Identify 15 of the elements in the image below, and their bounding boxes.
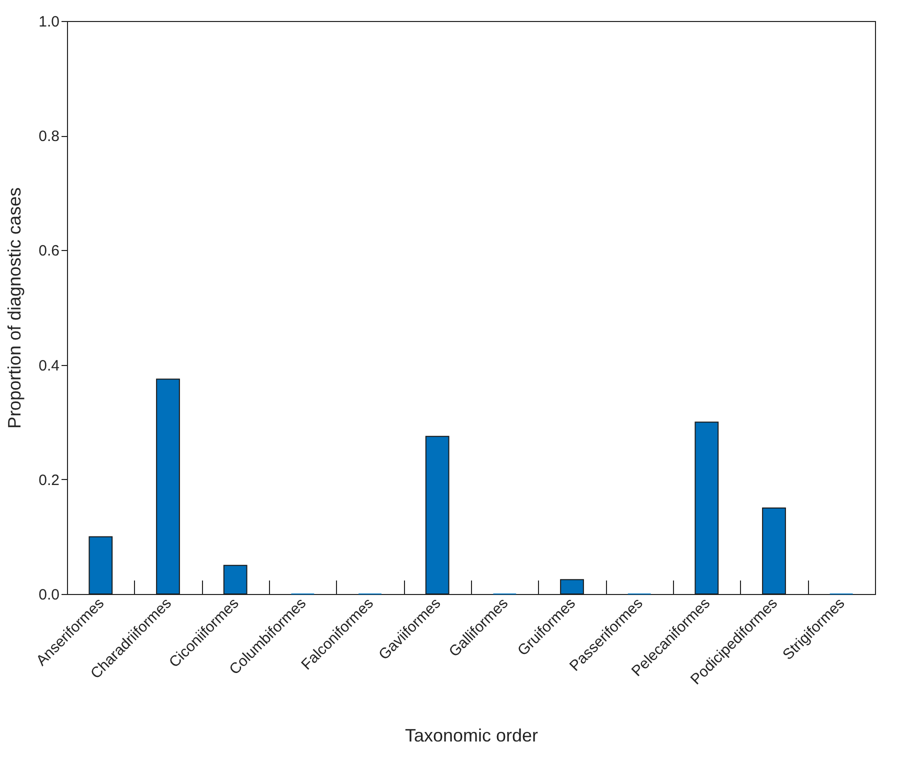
y-tick-label: 0.8 — [38, 128, 60, 146]
y-tick-label: 0.2 — [38, 472, 60, 489]
y-tick-label: 0.6 — [38, 242, 60, 260]
bar — [88, 536, 113, 594]
y-tick-label: 0.0 — [38, 586, 60, 604]
y-tick-label: 0.4 — [38, 357, 60, 374]
x-axis-title: Taxonomic order — [404, 726, 538, 746]
bar — [425, 436, 450, 594]
bar — [560, 579, 584, 594]
bar — [223, 564, 248, 594]
bar — [694, 422, 719, 594]
bar — [762, 508, 786, 594]
y-axis-title: Proportion of diagnostic cases — [4, 187, 25, 429]
y-tick-label: 1.0 — [38, 14, 60, 30]
bar — [156, 378, 180, 594]
